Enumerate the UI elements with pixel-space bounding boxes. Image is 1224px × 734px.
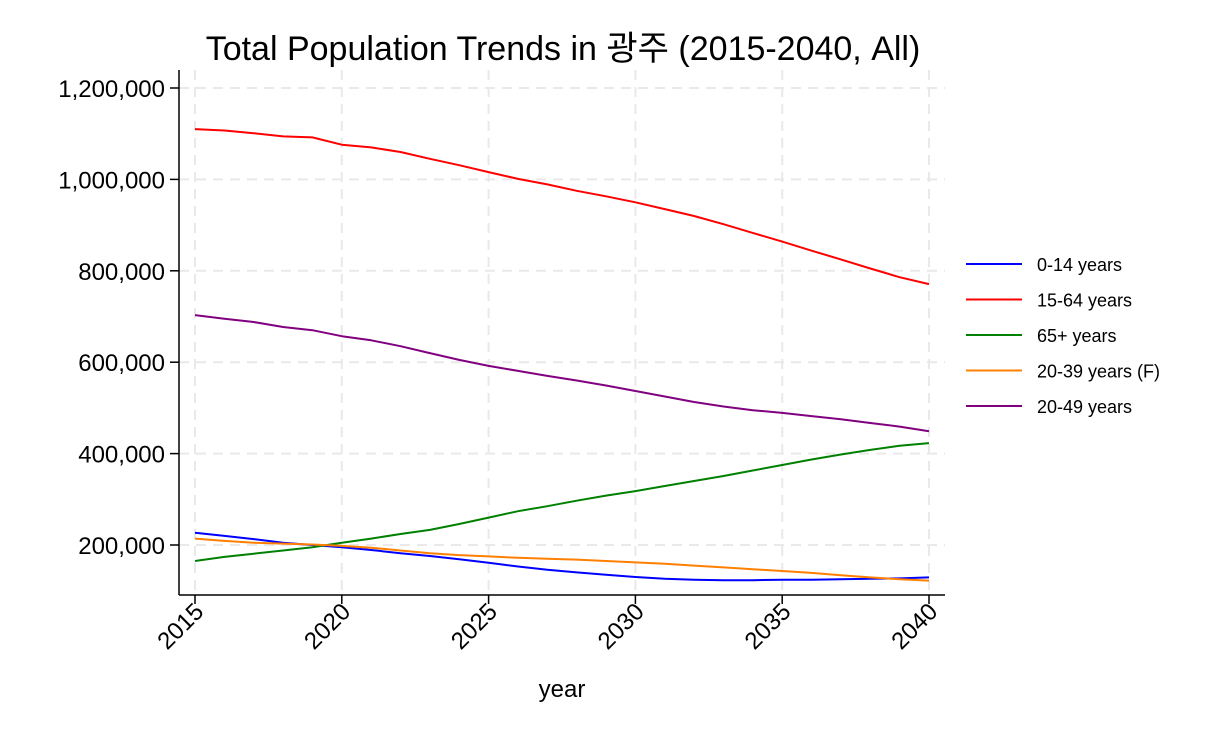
series-group (194, 128, 930, 582)
y-tick-label-400000: 400,000 (78, 442, 165, 469)
series-line-65-years (194, 442, 930, 562)
legend-label-20-49-years: 20-49 years (1037, 397, 1132, 417)
legend: 0-14 years 15-64 years 65+ years 20-39 year… (966, 255, 1160, 417)
x-axis-label: year (539, 676, 586, 703)
y-tick-label-600000: 600,000 (78, 350, 165, 377)
legend-label-20-39-years-f: 20-39 years (F) (1037, 362, 1160, 382)
y-tick-labels: 200,000 400,000 600,000 800,000 1,000,000 1,2… (58, 76, 165, 560)
legend-label-65-years: 65+ years (1037, 326, 1117, 346)
y-tick-label-1200000: 1,200,000 (58, 76, 165, 103)
series-line-15-64-years (194, 128, 930, 286)
axes (170, 70, 945, 604)
y-tick-label-800000: 800,000 (78, 259, 165, 286)
series-line-20-49-years (194, 314, 930, 433)
legend-label-0-14-years: 0-14 years (1037, 255, 1122, 275)
grid (179, 70, 945, 595)
y-tick-label-1000000: 1,000,000 (58, 167, 165, 194)
series-line-20-39-years-f (194, 537, 930, 582)
chart-title: Total Population Trends in 광주 (2015-2040… (206, 30, 921, 68)
legend-label-15-64-years: 15-64 years (1037, 291, 1132, 311)
y-tick-label-200000: 200,000 (78, 533, 165, 560)
